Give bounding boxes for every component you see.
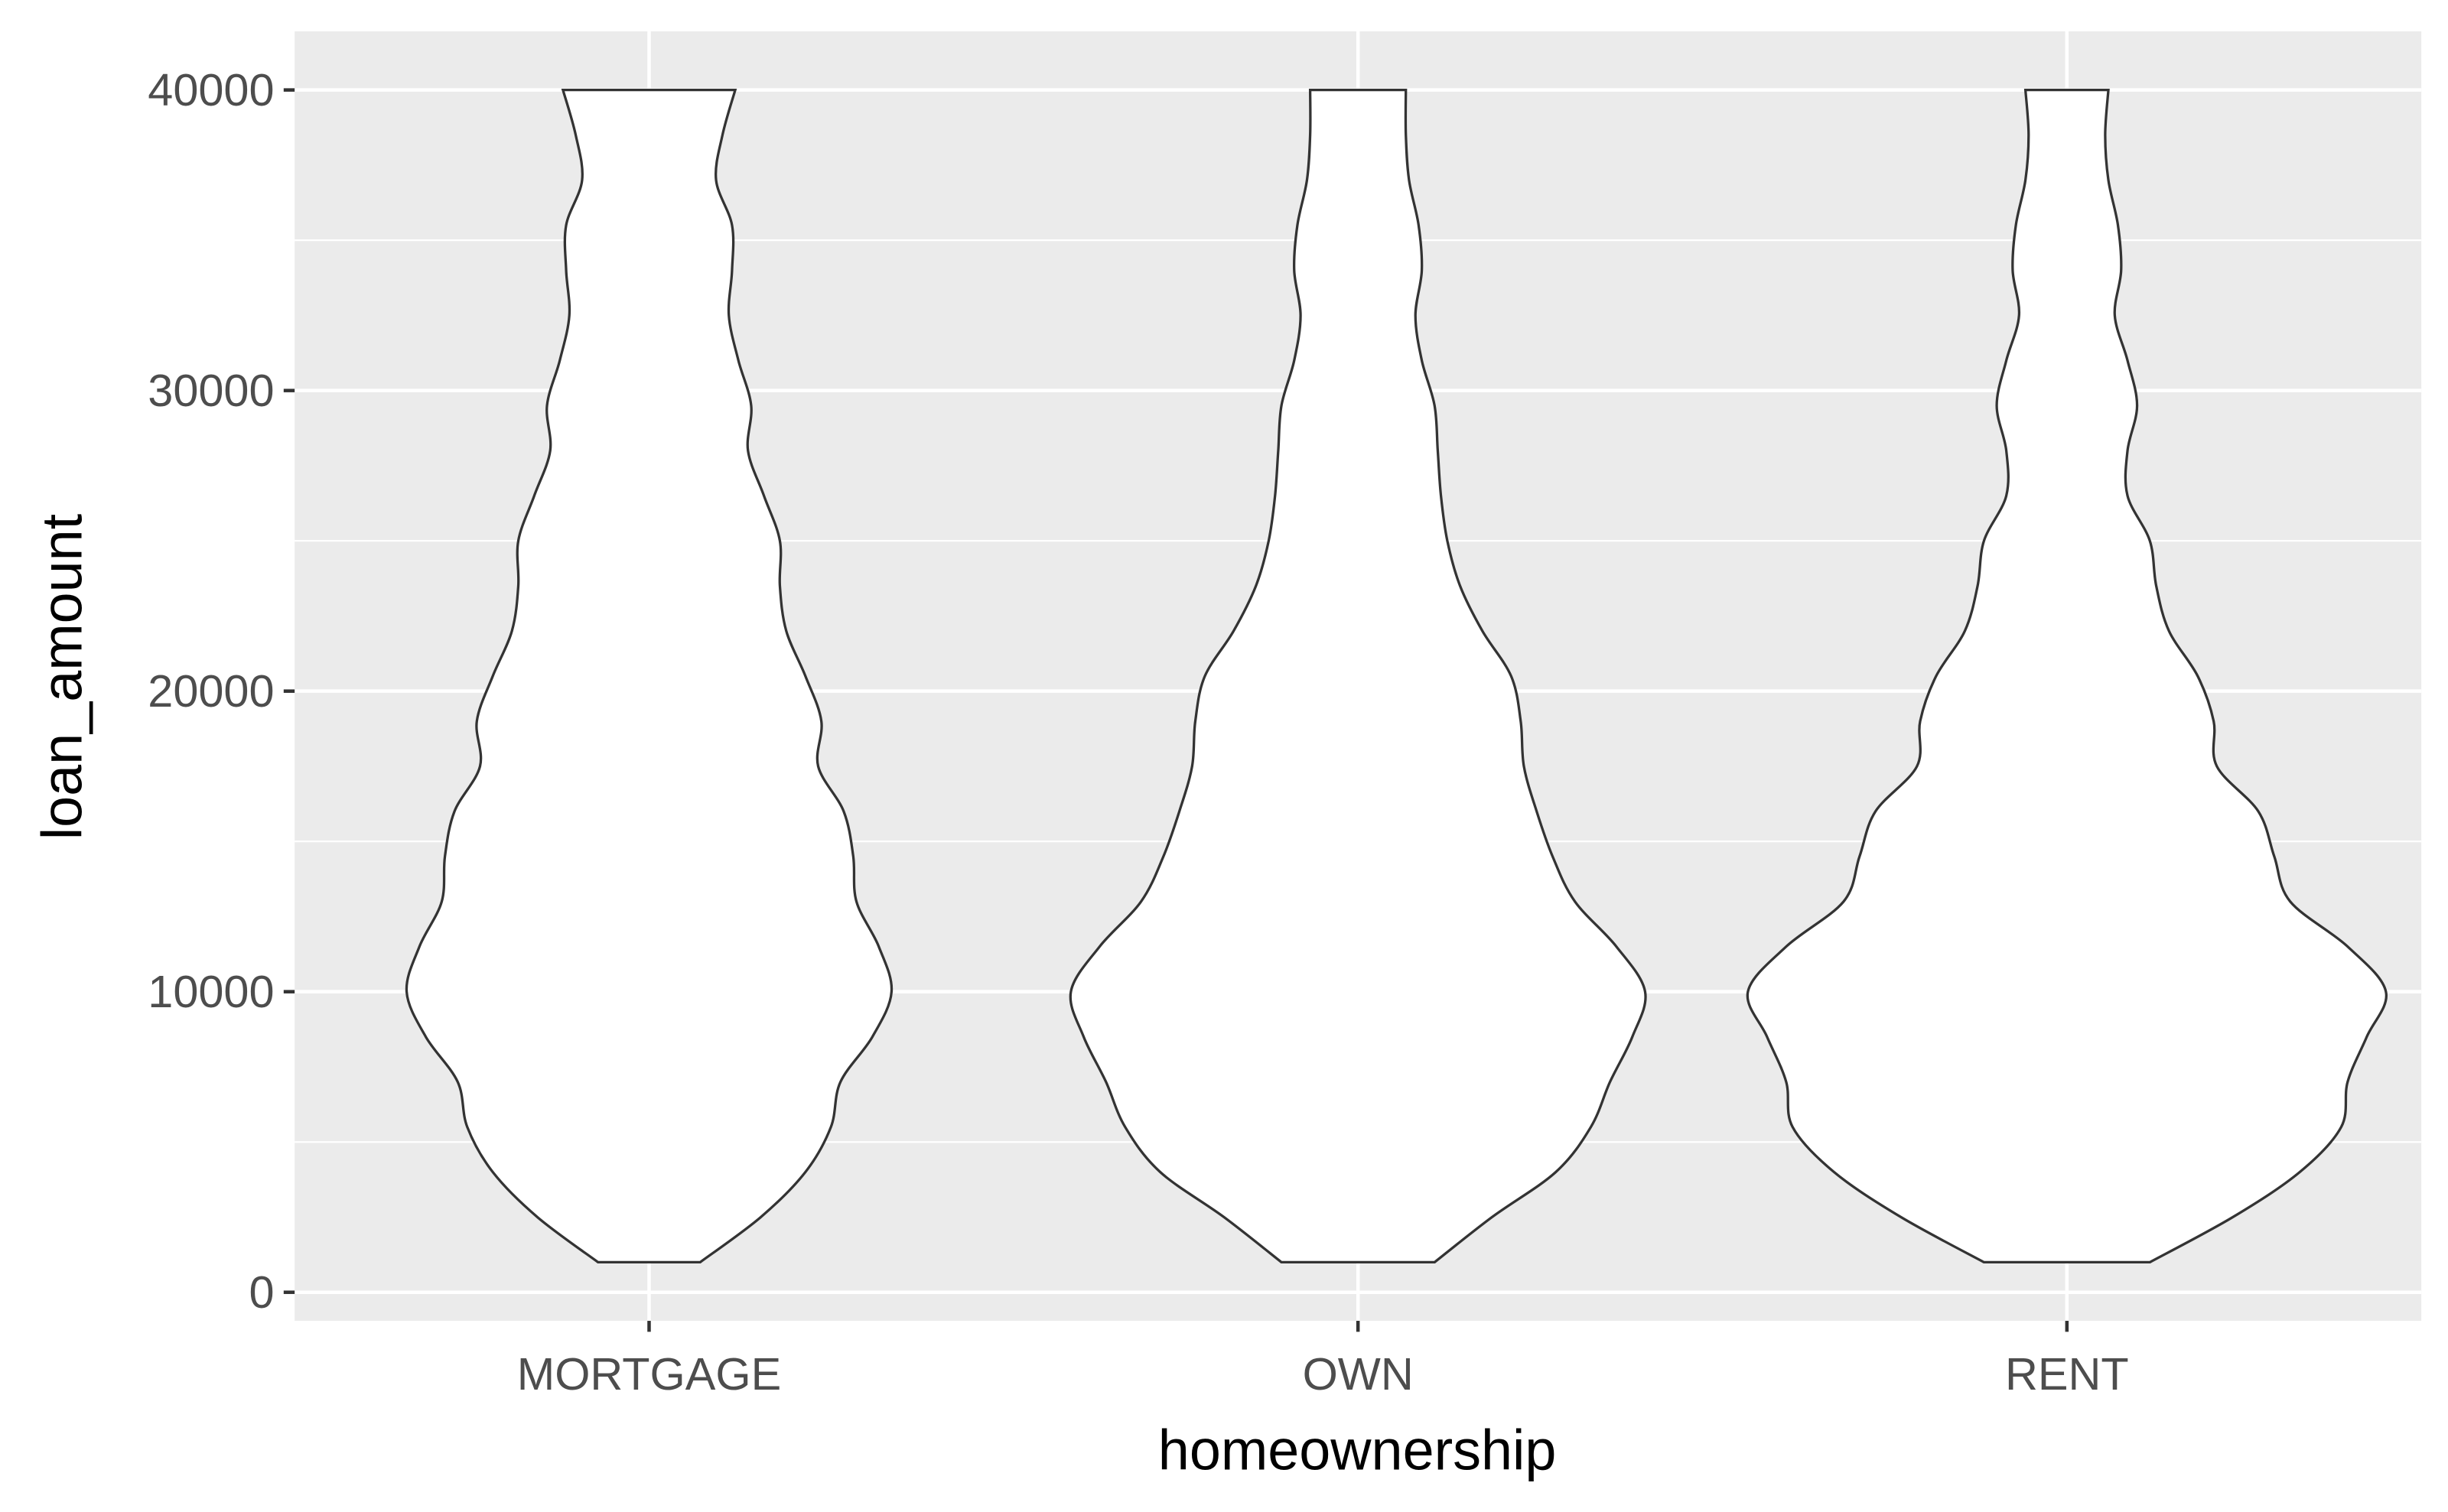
x-tick-label: OWN [1303,1348,1414,1400]
y-tick-label: 30000 [148,365,274,416]
violin [1069,88,1647,1264]
y-tick-label: 40000 [148,64,274,115]
violin [405,88,894,1264]
x-tick-label: RENT [2005,1348,2129,1400]
x-tick-label: MORTGAGE [517,1348,781,1400]
y-tick-label: 20000 [148,665,274,717]
x-axis-title: homeownership [1158,1419,1557,1482]
y-tick-label: 0 [249,1267,274,1318]
y-axis-title: loan_amount [31,514,94,840]
y-tick-label: 10000 [148,966,274,1017]
violin [1746,88,2388,1264]
